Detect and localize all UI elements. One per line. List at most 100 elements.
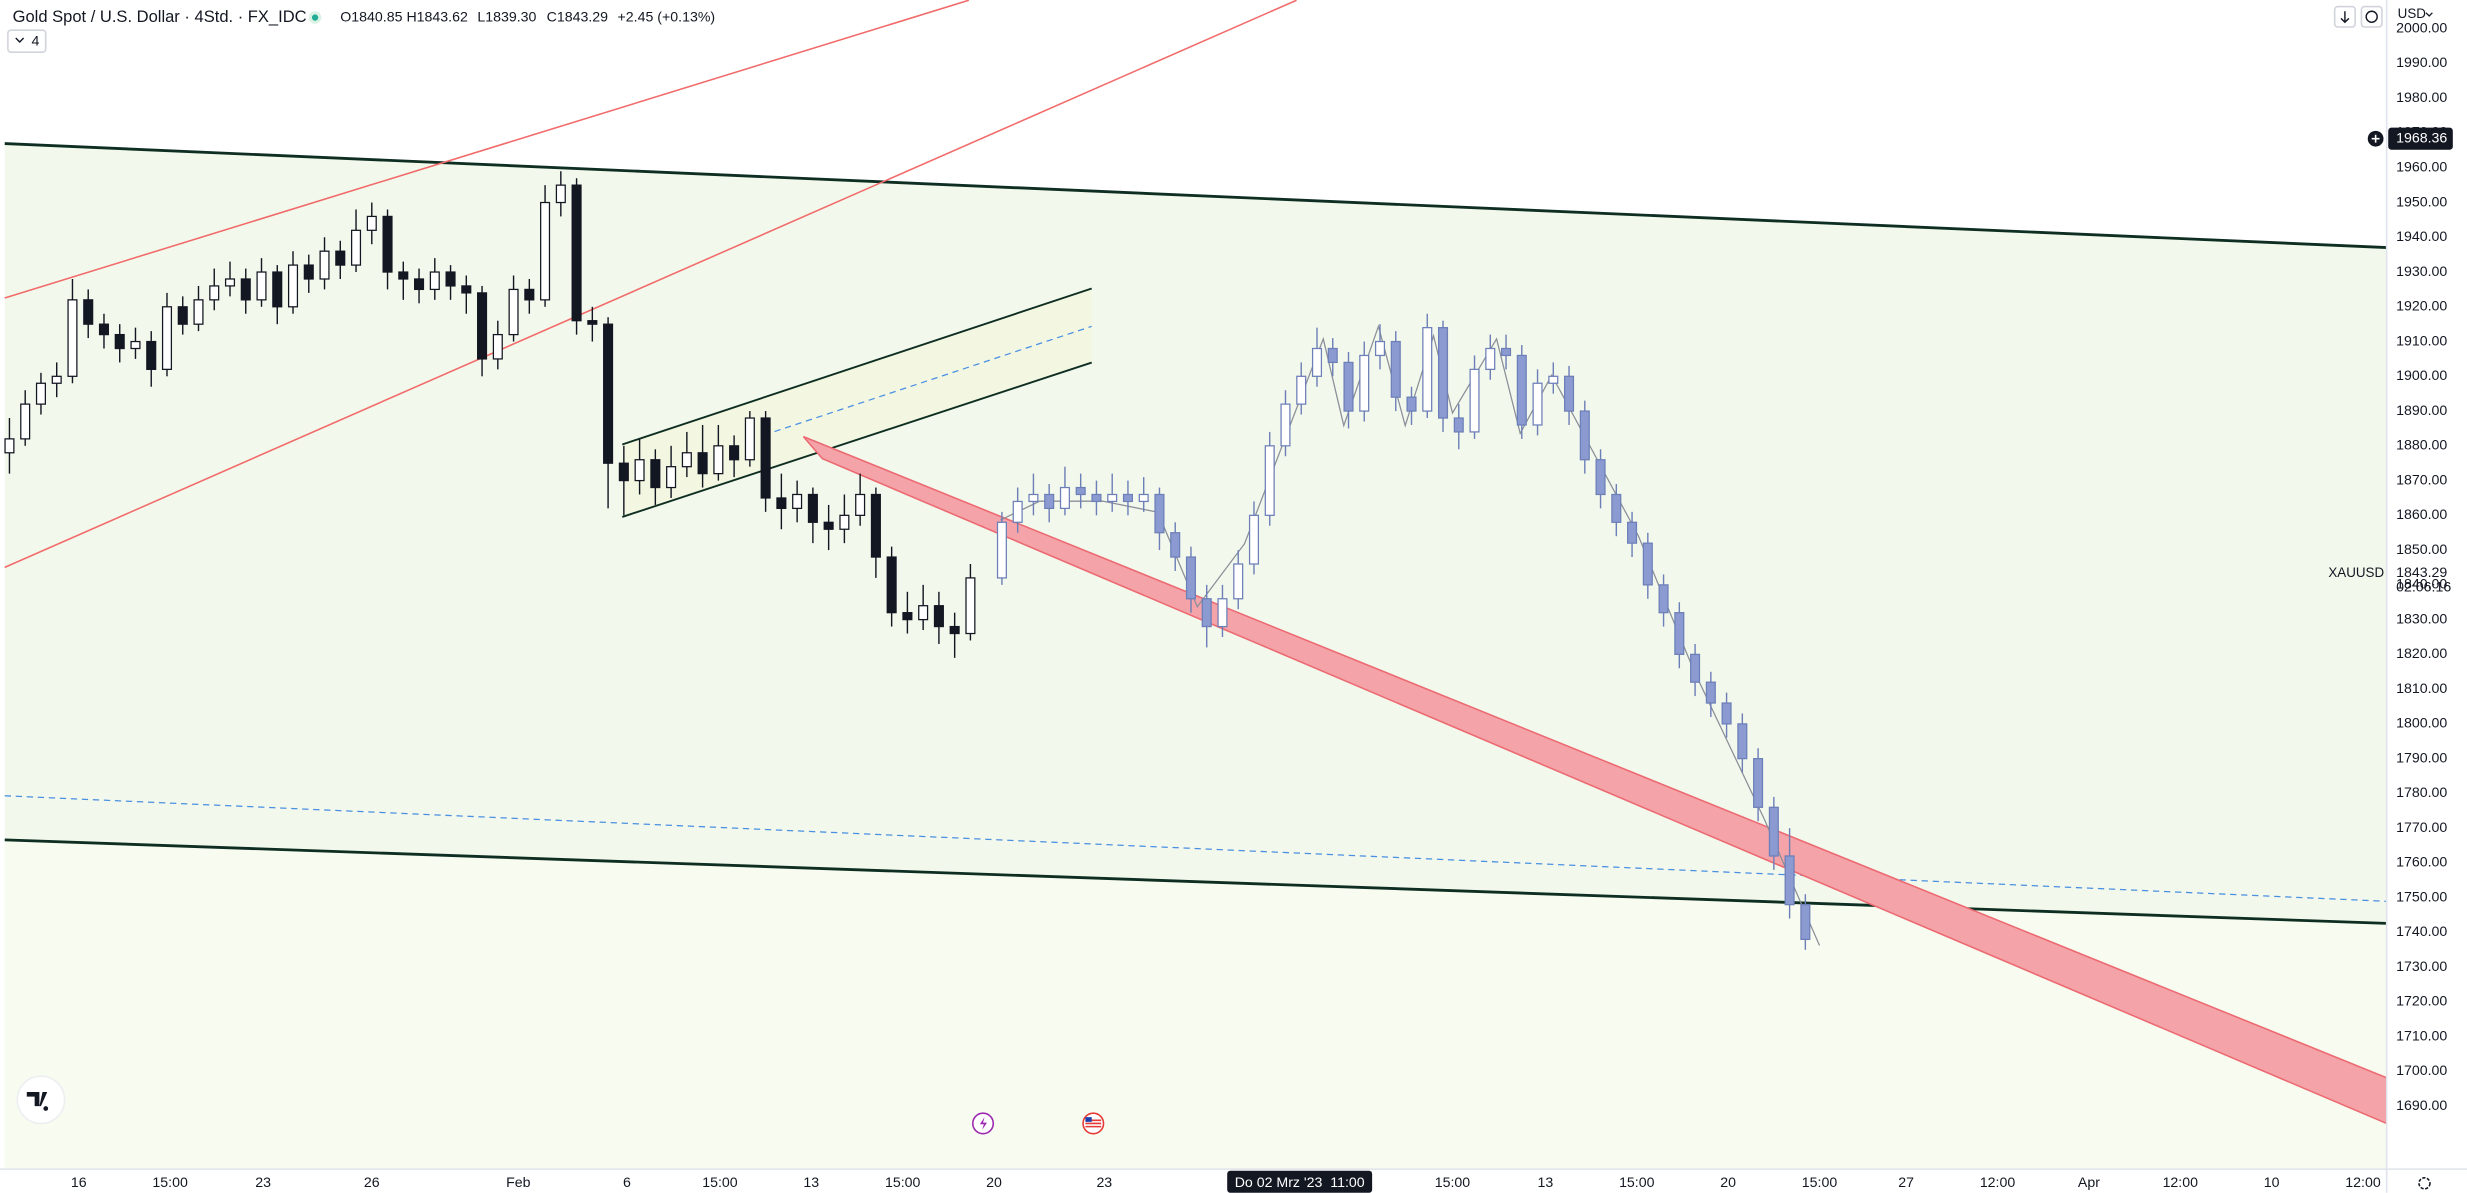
candle-body (1327, 347, 1338, 364)
channel-line (621, 287, 1093, 446)
candle-body (1548, 375, 1559, 384)
red-line (4, 0, 970, 299)
plus-icon (2371, 134, 2380, 143)
collapse-button[interactable] (7, 29, 47, 54)
candle-body (1390, 340, 1401, 398)
candle-body (177, 306, 188, 325)
candle-body (1579, 410, 1590, 461)
crosshair-time-badge (1227, 1170, 1373, 1193)
currency-selector[interactable]: USD (2398, 6, 2427, 21)
candle-body (1185, 556, 1197, 600)
candle-body (1201, 598, 1212, 628)
symbol-title[interactable]: Gold Spot / U.S. Dollar · 4Std. · FX_IDC (13, 7, 307, 26)
candle-body (823, 521, 834, 530)
candle-body (492, 333, 503, 360)
x-tick-label: 15:00 (885, 1175, 921, 1191)
y-tick-label: 1800.00 (2396, 716, 2447, 732)
chevron-icon (15, 37, 25, 43)
candle-body (51, 375, 62, 384)
y-tick-label: 1690.00 (2396, 1098, 2447, 1114)
candle-body (1075, 486, 1086, 496)
candle-body (508, 288, 519, 336)
candle-body (1690, 653, 1701, 683)
candle-body (603, 323, 614, 464)
x-tick-label: 10 (2264, 1175, 2280, 1191)
candle-body (618, 462, 629, 482)
candle-body (555, 184, 566, 204)
candle-body (224, 278, 236, 287)
y-tick-label: 1890.00 (2396, 403, 2447, 419)
candle-body (1658, 584, 1669, 614)
candle-body (1374, 340, 1386, 357)
settings-icon[interactable] (2418, 1177, 2431, 1190)
y-tick-label: 1780.00 (2396, 785, 2447, 801)
candle-body (587, 320, 598, 325)
candle-body (1784, 855, 1795, 906)
candle-body (287, 264, 299, 308)
candle-body (1469, 368, 1480, 433)
candle-body (1311, 347, 1323, 377)
y-tick-label: 1850.00 (2396, 542, 2447, 558)
candle-body (1642, 542, 1653, 586)
candle-body (209, 285, 220, 301)
candle-body (461, 285, 472, 294)
candle-body (193, 299, 204, 325)
candle-body (335, 250, 346, 266)
y-tick-label: 1900.00 (2396, 368, 2447, 384)
y-tick-label: 1790.00 (2396, 750, 2447, 766)
candle-body (839, 514, 850, 530)
candle-body (949, 625, 960, 635)
candle-body (1406, 396, 1417, 412)
logo-icon (26, 1091, 49, 1111)
candle-body (1705, 681, 1716, 704)
x-tick-label: 23 (1096, 1175, 1112, 1191)
candle-body (1359, 354, 1370, 412)
candle-body (902, 612, 913, 621)
candle-body (1737, 723, 1748, 760)
candle-body (1516, 354, 1527, 426)
candle-body (1122, 493, 1133, 503)
arrow-icon (2340, 11, 2350, 24)
candle-body (1059, 486, 1070, 510)
candle-body (366, 215, 377, 231)
trend-line (4, 142, 2387, 249)
candle-body (272, 271, 283, 308)
candle-body (996, 521, 1007, 579)
candle-body (114, 333, 125, 350)
candle-body (382, 215, 393, 273)
y-tick-label: 1720.00 (2396, 994, 2447, 1010)
y-tick-label: 1710.00 (2396, 1028, 2447, 1044)
ohlc-open: O1840.85 (340, 9, 402, 25)
reset-button[interactable] (2360, 5, 2383, 28)
candle-body (1012, 500, 1023, 523)
candle-body (445, 271, 456, 287)
y-tick-label: 1740.00 (2396, 924, 2447, 940)
x-tick-label: 6 (623, 1175, 631, 1191)
y-tick-label: 1910.00 (2396, 333, 2447, 349)
candle-body (1138, 493, 1149, 503)
axes: 2000.001990.001980.001970.001960.001950.… (71, 20, 2453, 1193)
dashed-line (4, 795, 2387, 902)
candle-body (1564, 375, 1575, 412)
y-tick-label: 1750.00 (2396, 889, 2447, 905)
candle-body (1500, 347, 1512, 357)
zone-fill (4, 839, 2387, 1170)
x-tick-label: 15:00 (1802, 1175, 1838, 1191)
candle-body (650, 459, 661, 489)
candle-body (429, 271, 440, 291)
channel-line (621, 361, 1093, 518)
candle-body (130, 340, 141, 350)
red-line (4, 0, 1297, 569)
candle-body (303, 264, 314, 280)
y-tick-label: 1980.00 (2396, 90, 2447, 106)
price-axis (2386, 0, 2467, 1193)
candle-body (1217, 598, 1228, 628)
chevron-icon (2425, 12, 2433, 17)
ohlc-high: H1843.62 (406, 9, 468, 25)
y-tick-label: 1870.00 (2396, 472, 2447, 488)
y-tick-label: 1940.00 (2396, 229, 2447, 245)
candle-body (886, 556, 897, 614)
candle-body (1674, 612, 1685, 656)
